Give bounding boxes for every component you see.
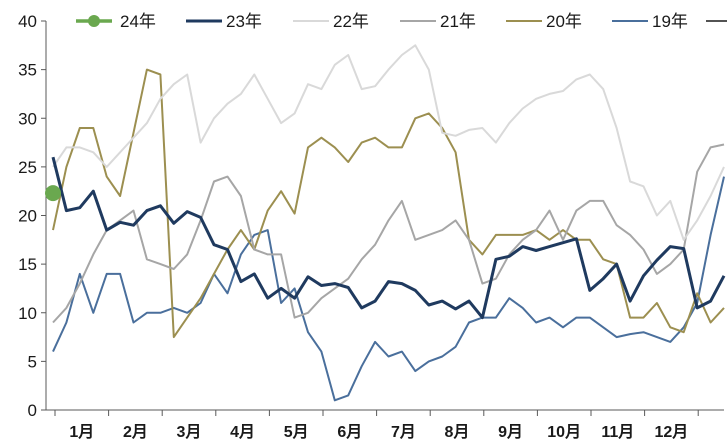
x-tick-label: 12月 <box>654 423 688 441</box>
legend-label: 23年 <box>226 12 262 31</box>
series-line-19年 <box>52 176 725 402</box>
series-line-22年 <box>52 44 725 241</box>
legend-item-21年: 21年 <box>400 12 476 31</box>
legend-item-22年: 22年 <box>293 12 369 31</box>
x-tick-label: 8月 <box>445 423 470 441</box>
x-tick-label: 6月 <box>337 423 362 441</box>
x-tick-label: 2月 <box>123 423 148 441</box>
legend-item-19年: 19年 <box>612 12 688 31</box>
y-tick-label: 5 <box>28 352 37 371</box>
y-tick-label: 25 <box>18 158 37 177</box>
legend-item-20年: 20年 <box>506 12 582 31</box>
y-tick-label: 40 <box>18 12 37 31</box>
x-tick-label: 7月 <box>391 423 416 441</box>
x-tick-label: 10月 <box>547 423 581 441</box>
series-line-20年 <box>52 68 725 339</box>
legend-label: 22年 <box>333 12 369 31</box>
series-layer <box>45 44 726 402</box>
legend: 24年 23年 22年 21年 20年 19年 <box>76 12 727 31</box>
legend-item-23年: 23年 <box>186 12 262 31</box>
legend-item-24年: 24年 <box>76 12 156 31</box>
x-tick-label: 11月 <box>601 423 634 441</box>
y-axis: 0 5 10 15 20 25 30 35 40 <box>18 12 47 420</box>
y-tick-label: 35 <box>18 61 37 80</box>
x-tick-label: 1月 <box>69 423 94 441</box>
legend-label: 20年 <box>546 12 582 31</box>
legend-label: 24年 <box>120 12 156 31</box>
x-tick-label: 4月 <box>230 423 255 441</box>
x-tick-label: 9月 <box>498 423 523 441</box>
legend-label: 21年 <box>440 12 476 31</box>
y-tick-label: 10 <box>18 304 37 323</box>
y-tick-label: 15 <box>18 255 37 274</box>
x-tick-label: 3月 <box>177 423 202 441</box>
series-line-21年 <box>52 143 725 324</box>
y-tick-label: 20 <box>18 207 37 226</box>
series-point-24年 <box>45 185 61 202</box>
series-line-23年 <box>51 156 726 320</box>
x-axis: 1月 2月 3月 4月 5月 6月 7月 8月 9月 10月 11月 12月 <box>46 409 724 441</box>
legend-marker <box>88 15 100 27</box>
y-tick-label: 0 <box>28 401 37 420</box>
x-tick-label: 5月 <box>284 423 309 441</box>
legend-label: 19年 <box>652 12 688 31</box>
y-tick-label: 30 <box>18 109 37 128</box>
